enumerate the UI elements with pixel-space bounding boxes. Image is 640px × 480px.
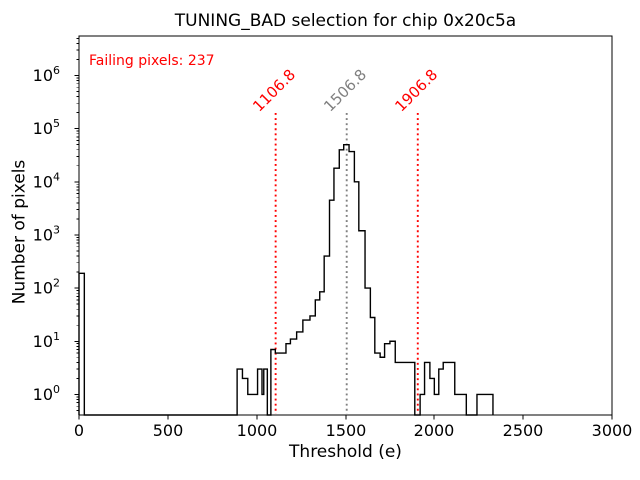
y-tick-label: 105	[33, 117, 60, 138]
y-tick-label: 103	[33, 223, 60, 244]
x-tick-label: 3000	[592, 421, 633, 440]
histogram-outline	[78, 143, 494, 416]
x-tick-label: 0	[74, 421, 84, 440]
y-tick-label: 104	[33, 170, 60, 191]
x-tick-label: 2000	[414, 421, 455, 440]
y-tick-label: 102	[33, 277, 60, 298]
chart-title: TUNING_BAD selection for chip 0x20c5a	[174, 11, 517, 31]
x-tick-label: 1500	[326, 421, 367, 440]
selection-vline-label-1506.8: 1506.8	[320, 66, 370, 116]
y-axis-label: Number of pixels	[9, 159, 30, 305]
x-tick-label: 500	[153, 421, 184, 440]
x-tick-label: 2500	[503, 421, 544, 440]
x-axis-label: Threshold (e)	[289, 442, 402, 462]
selection-vline-label-1906.8: 1906.8	[391, 66, 441, 116]
y-tick-label: 106	[33, 64, 60, 85]
failing-pixels-text: Failing pixels: 237	[89, 53, 215, 69]
y-tick-label: 101	[33, 330, 60, 351]
selection-vline-label-1106.8: 1106.8	[249, 66, 299, 116]
y-tick-label: 100	[33, 383, 60, 404]
x-tick-label: 1000	[237, 421, 278, 440]
